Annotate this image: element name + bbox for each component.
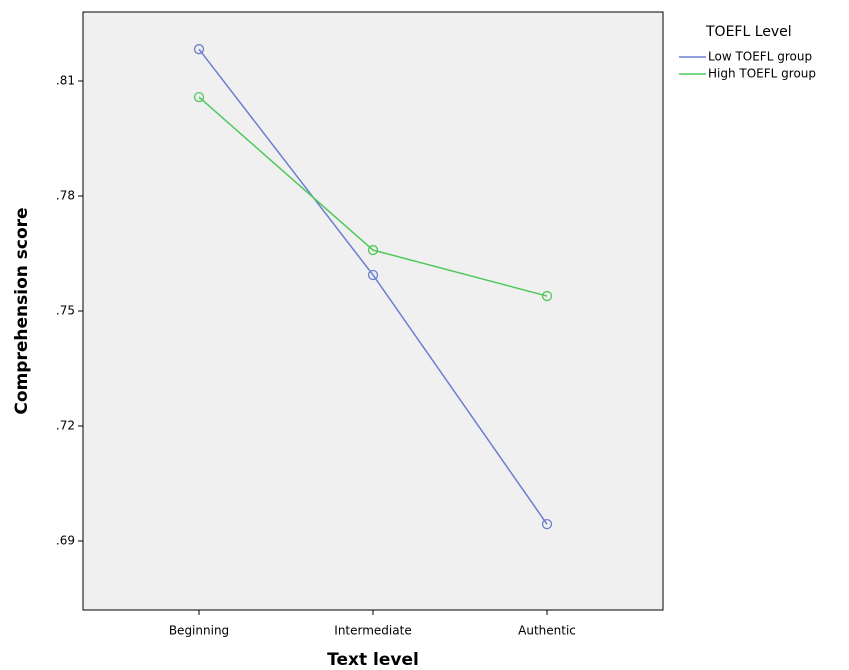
point-marker bbox=[541, 518, 553, 530]
y-axis-title: Comprehension score bbox=[12, 207, 32, 414]
plot-area bbox=[82, 11, 664, 611]
series-line bbox=[198, 48, 548, 525]
x-tick-label: Authentic bbox=[518, 624, 576, 638]
point-marker bbox=[193, 91, 205, 103]
legend-label: Low TOEFL group bbox=[708, 50, 812, 64]
point-marker bbox=[193, 44, 205, 55]
x-axis-title: Text level bbox=[327, 650, 419, 670]
x-tick-label: Intermediate bbox=[334, 624, 411, 638]
legend-title: TOEFL Level bbox=[705, 24, 792, 40]
point-marker bbox=[367, 269, 379, 281]
y-tick-label: .69 bbox=[56, 534, 75, 548]
y-tick-label: .72 bbox=[56, 419, 75, 433]
y-tick-label: .75 bbox=[56, 304, 75, 318]
y-tick-label: .78 bbox=[56, 189, 75, 203]
point-marker bbox=[541, 290, 553, 302]
x-tick-label: Beginning bbox=[169, 624, 229, 638]
legend-label: High TOEFL group bbox=[708, 67, 816, 81]
point-marker bbox=[367, 244, 379, 256]
y-tick-label: .81 bbox=[56, 74, 75, 88]
series-line bbox=[198, 96, 548, 297]
